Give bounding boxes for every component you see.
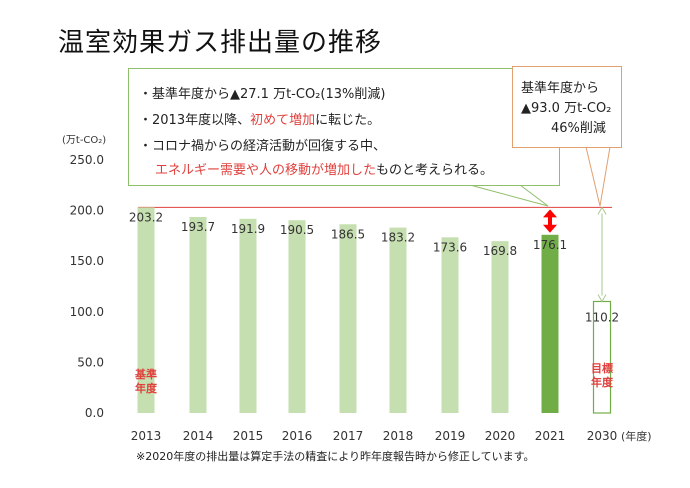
bar-2019 [441, 237, 459, 413]
y-tick-label: 200.0 [70, 204, 104, 218]
x-tick-label: 2019 [435, 429, 466, 443]
first-increase-text: 初めて増加 [250, 113, 316, 128]
increase-arrow-head-up [543, 209, 557, 218]
x-tick-label: 2018 [383, 429, 414, 443]
reduction-arrow-head-down [597, 294, 607, 303]
x-tick-label: 2021 [535, 429, 566, 443]
y-tick-label: 150.0 [70, 254, 104, 268]
summary-callout-pointer [469, 184, 549, 207]
x-tick-label: 2013 [131, 429, 162, 443]
y-unit-label: (万t-CO₂) [62, 135, 106, 146]
x-tick-label: 2020 [485, 429, 516, 443]
increase-arrow-head-down [543, 224, 557, 233]
value-label-2021: 176.1 [533, 238, 567, 252]
page-title: 温室効果ガス排出量の推移 [58, 28, 383, 58]
value-label-2013: 203.2 [129, 210, 163, 224]
value-label-2030: 110.2 [585, 310, 619, 324]
summary-callout: ・基準年度から▲27.1 万t-CO₂(13%削減) ・2013年度以降、初めて… [128, 68, 560, 186]
x-tick-label: 2017 [333, 429, 364, 443]
target-callout-line-1: 基準年度から [521, 81, 600, 96]
target-callout-line-3: 46%削減 [551, 121, 606, 136]
value-label-2019: 173.6 [433, 240, 467, 254]
target-callout: 基準年度から ▲93.0 万t-CO₂ 46%削減 [512, 66, 622, 148]
x-tick-label: 2015 [233, 429, 264, 443]
value-label-2017: 186.5 [331, 227, 365, 241]
bar-2015 [239, 218, 257, 413]
y-tick-label: 0.0 [85, 406, 104, 420]
bar-2014 [189, 216, 207, 413]
demand-increase-text: エネルギー需要や人の移動が増加した [155, 163, 377, 178]
target-callout-line-2: ▲93.0 万t-CO₂ [521, 101, 612, 116]
callout-line-3: ・コロナ禍からの経済活動が回復する中、 [139, 139, 387, 154]
target-callout-pointer [585, 146, 611, 207]
value-label-2014: 193.7 [181, 220, 215, 234]
value-label-2018: 183.2 [381, 231, 415, 245]
y-tick-label: 250.0 [70, 153, 104, 167]
target-year-label: 年度 [591, 375, 614, 389]
footnote: ※2020年度の排出量は算定手法の精査により昨年度報告時から修正しています。 [136, 450, 535, 463]
x-tick-label: 2016 [282, 429, 313, 443]
bar-2021 [541, 234, 559, 413]
y-tick-label: 50.0 [77, 355, 104, 369]
bar-2016 [288, 220, 306, 413]
y-tick-label: 100.0 [70, 305, 104, 319]
bar-2017 [339, 224, 357, 413]
callout-line-1: ・基準年度から▲27.1 万t-CO₂(13%削減) [139, 87, 386, 102]
bar-2018 [389, 227, 407, 413]
callout-line-2: ・2013年度以降、初めて増加に転じた。 [139, 113, 381, 128]
x-tick-label: 2014 [183, 429, 214, 443]
base-year-label: 基準 [134, 367, 157, 381]
base-year-label: 年度 [135, 381, 158, 395]
x-tick-label: 2030 [587, 429, 618, 443]
value-label-2016: 190.5 [280, 223, 314, 237]
value-label-2015: 191.9 [231, 222, 265, 236]
bar-2020 [491, 241, 509, 413]
value-label-2020: 169.8 [483, 244, 517, 258]
bar-2013 [137, 207, 155, 413]
reduction-arrow-head-up [597, 206, 607, 215]
x-unit-label: (年度) [621, 429, 652, 443]
callout-line-4: エネルギー需要や人の移動が増加したものと考えられる。 [155, 163, 494, 178]
target-year-label: 目標 [591, 361, 613, 375]
